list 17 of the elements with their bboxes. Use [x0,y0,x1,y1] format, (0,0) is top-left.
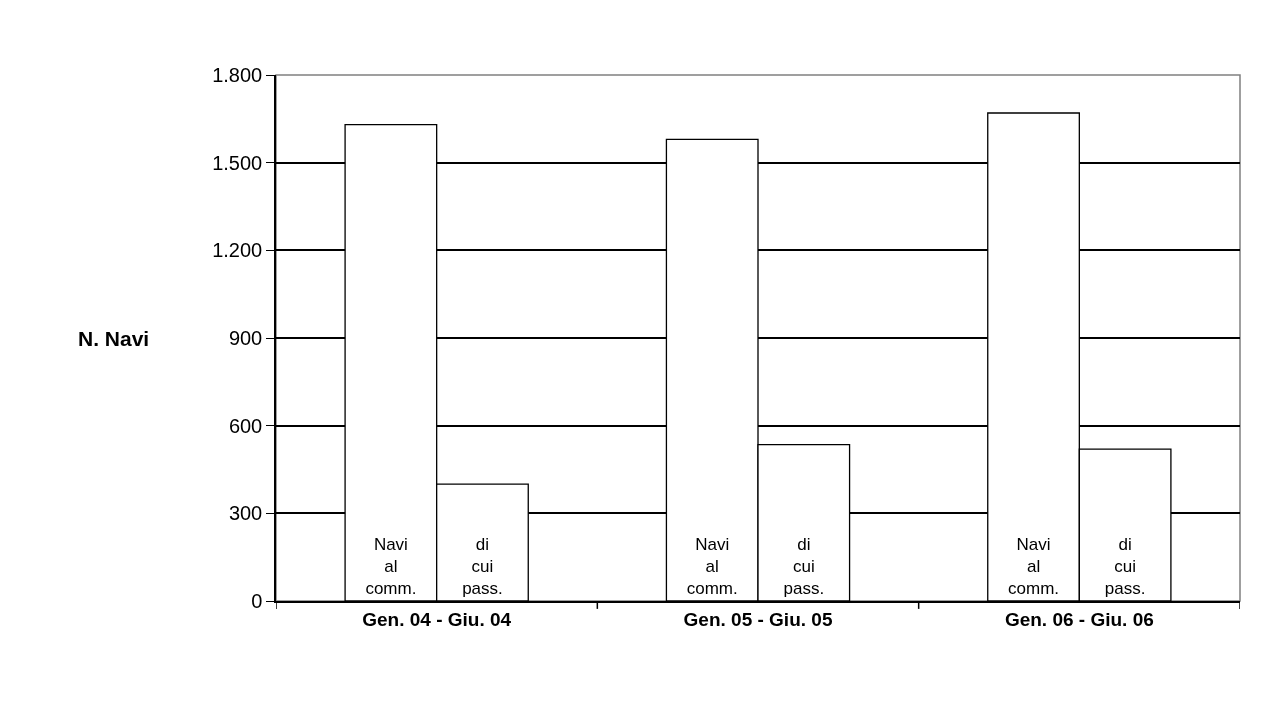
y-tick-label: 300 [228,502,263,525]
x-tick-label: Gen. 04 - Giu. 04 [362,608,512,630]
y-tick-label: 1.500 [212,151,263,174]
text: Navi al comm. [686,534,738,598]
y-tick-label: 0 [251,590,263,612]
y-tick-label: 1.200 [212,239,263,262]
x-tick-label: Gen. 05 - Giu. 05 [683,608,833,630]
series-label: Navi al comm. [365,534,417,598]
series-label: di cui pass. [462,534,503,598]
y-tick-label: 1.800 [212,64,263,86]
y-tick-label: 900 [228,327,263,349]
y-tick-label: 600 [228,414,263,437]
x-tick-label: Gen. 06 - Giu. 06 [1004,608,1154,630]
text: Navi al comm. [1008,534,1060,598]
text: di cui pass. [1104,534,1146,598]
text: di cui pass. [783,534,825,598]
y-axis-title: N. Navi [78,327,150,350]
